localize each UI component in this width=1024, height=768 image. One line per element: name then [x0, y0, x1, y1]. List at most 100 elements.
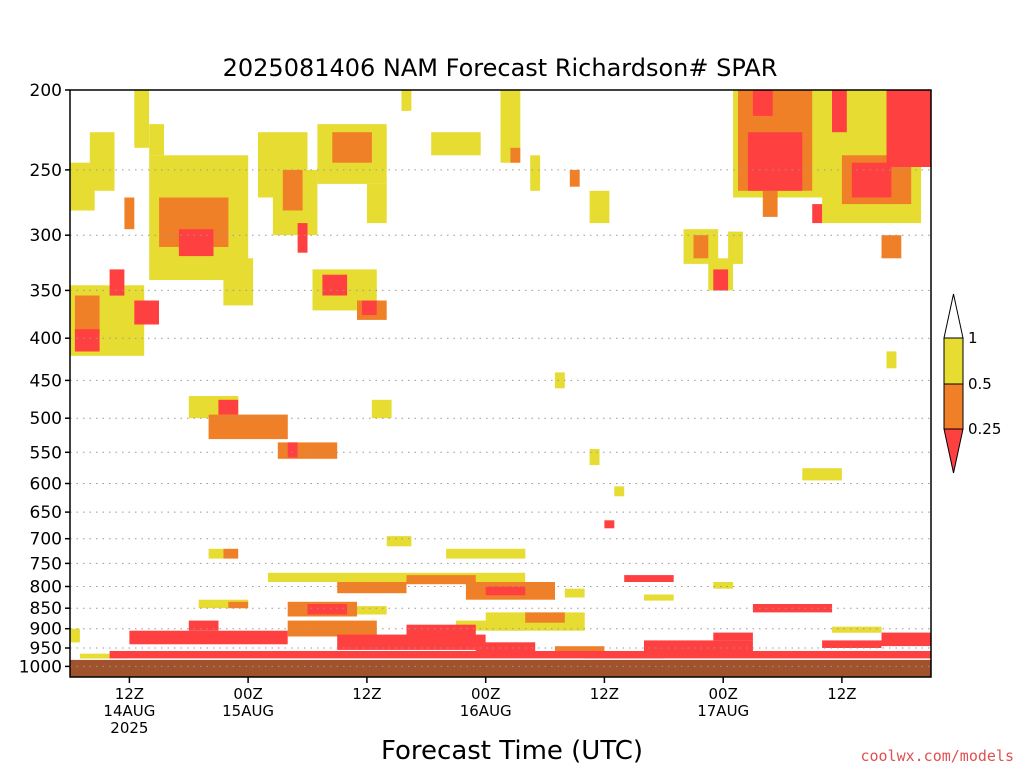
ri-region-red [886, 90, 931, 167]
ri-region-red [322, 274, 348, 296]
ri-region-red [812, 204, 823, 224]
ri-region-red [644, 640, 753, 654]
ri-region-yellow [134, 90, 150, 148]
ri-region-red [752, 90, 773, 116]
ri-region-orange [881, 235, 902, 259]
legend-label: 1 [968, 329, 978, 347]
ri-region-yellow [366, 184, 387, 224]
ri-region-red [218, 399, 239, 415]
ri-region-red [337, 634, 486, 650]
ri-region-yellow [614, 486, 625, 497]
ri-region-yellow [802, 468, 842, 481]
y-tick-label: 750 [30, 554, 62, 574]
ri-region-red [361, 300, 377, 316]
x-tick-label: 00Z [471, 685, 500, 703]
ri-region-yellow [357, 606, 387, 615]
legend-label: 0.25 [968, 420, 1001, 438]
y-tick-label: 500 [30, 409, 62, 429]
ri-region-yellow [564, 588, 585, 598]
ri-region-red [307, 604, 348, 615]
ri-region-yellow [886, 351, 897, 369]
ri-region-yellow [832, 626, 882, 633]
ri-region-orange [554, 646, 605, 652]
ri-region-orange [208, 414, 288, 440]
y-tick-label: 850 [30, 599, 62, 619]
ri-region-yellow [198, 599, 249, 609]
ri-region-orange [525, 612, 565, 623]
y-tick-label: 400 [30, 329, 62, 349]
ri-region-orange [337, 582, 407, 594]
credit-text: coolwx.com/models [860, 747, 1014, 765]
y-tick-label: 800 [30, 578, 62, 598]
ri-region-yellow [70, 628, 80, 643]
ri-region-yellow [530, 155, 541, 191]
ri-region-yellow [89, 132, 115, 191]
ri-region-orange [762, 190, 778, 217]
y-tick-label: 550 [30, 443, 62, 463]
ri-region-yellow [589, 190, 610, 224]
y-tick-label: 650 [30, 503, 62, 523]
ri-region-red [747, 132, 803, 191]
ri-region-yellow [431, 132, 481, 156]
x-tick-label: 12Z [590, 685, 619, 703]
ri-region-orange [569, 169, 580, 187]
ri-region-red [109, 269, 125, 296]
data-layer [70, 90, 932, 677]
ri-region-yellow [713, 582, 734, 589]
ri-region-red [109, 651, 932, 659]
y-tick-label: 950 [30, 639, 62, 659]
ri-region-red [832, 90, 847, 133]
legend-swatch [943, 383, 964, 430]
ri-region-yellow [644, 594, 674, 601]
x-tick-label: 2025 [110, 719, 148, 737]
ri-region-yellow [589, 449, 600, 466]
y-tick-label: 700 [30, 530, 62, 550]
surface-ground [70, 659, 931, 677]
x-tick-label: 15AUG [222, 702, 274, 720]
ri-region-yellow [79, 653, 130, 659]
ri-region-orange [693, 235, 709, 259]
ri-region-orange [332, 132, 372, 163]
y-tick-label: 1000 [19, 657, 62, 677]
x-tick-label: 12Z [352, 685, 381, 703]
ri-region-red [188, 620, 219, 631]
y-tick-label: 900 [30, 620, 62, 640]
ri-region-orange [74, 295, 100, 334]
ri-region-red [624, 575, 674, 582]
y-tick-label: 600 [30, 475, 62, 495]
ri-region-yellow [208, 548, 224, 559]
ri-region-yellow [386, 536, 412, 547]
ri-region-red [713, 269, 729, 291]
y-axis: 200 250 300 350 400 450 500 550 600 650 700 750 8008… [19, 81, 70, 677]
ri-region-orange [124, 197, 135, 230]
ri-region-red [406, 624, 476, 637]
x-tick-label: 00Z [709, 685, 738, 703]
ri-region-red [485, 586, 526, 596]
legend-swatch-red [943, 428, 964, 474]
y-tick-label: 350 [30, 281, 62, 301]
y-tick-label: 300 [30, 226, 62, 246]
legend-swatch [943, 337, 964, 385]
ri-region-red [881, 632, 931, 647]
x-tick-label: 12Z [827, 685, 856, 703]
ri-region-orange [287, 620, 377, 637]
ri-region-red [713, 632, 753, 641]
ri-region-red [297, 223, 308, 253]
ri-region-orange [282, 169, 303, 211]
ri-region-yellow [149, 124, 164, 156]
ri-region-yellow [371, 399, 392, 419]
x-tick-label: 14AUG [103, 702, 155, 720]
ri-region-red [604, 520, 615, 529]
y-tick-label: 450 [30, 371, 62, 391]
ri-region-red [822, 640, 882, 648]
ri-region-orange [277, 442, 338, 459]
x-tick-label: 16AUG [460, 702, 512, 720]
color-legend: 1 0.5 0.25 [943, 293, 1001, 474]
x-tick-label: 17AUG [697, 702, 749, 720]
plot-frame [69, 89, 932, 678]
ri-region-orange [406, 575, 476, 585]
y-tick-label: 200 [30, 81, 62, 101]
ri-region-red [851, 162, 892, 198]
ri-region-red [134, 300, 159, 325]
